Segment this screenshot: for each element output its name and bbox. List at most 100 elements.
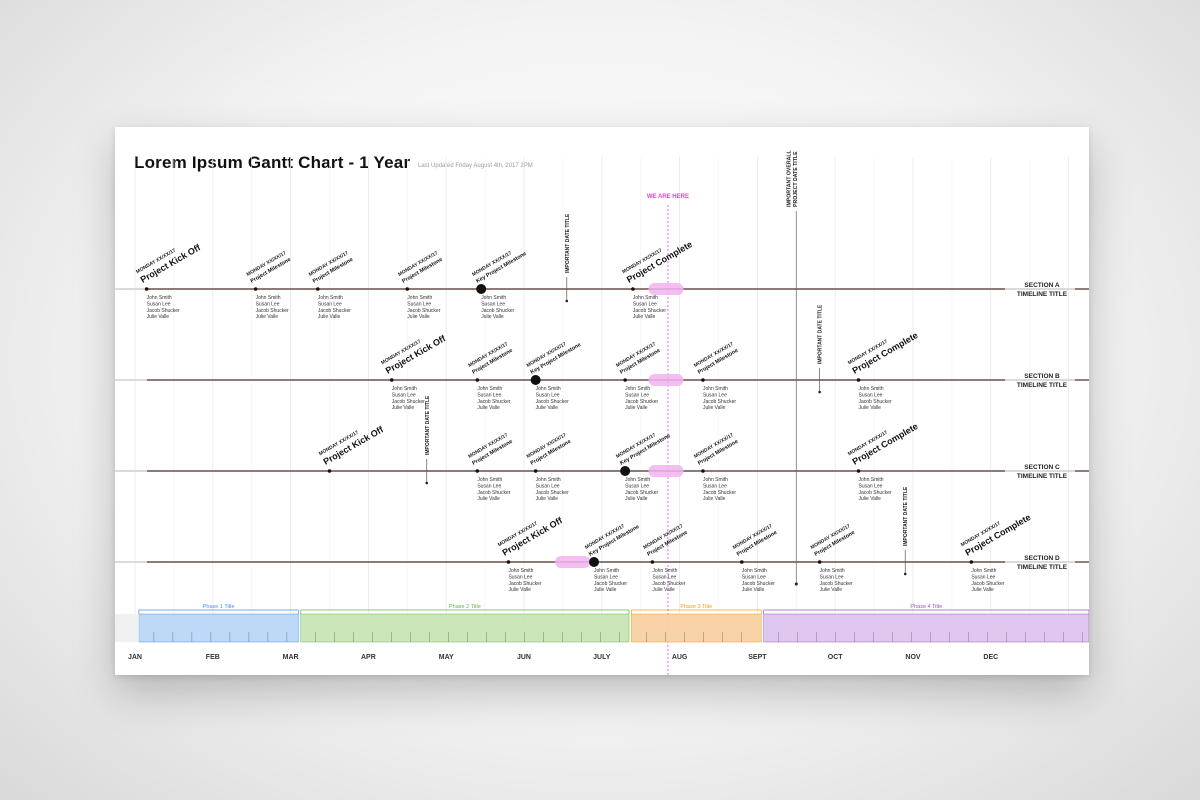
month-label: JULY	[593, 654, 611, 661]
milestone-person: Susan Lee	[594, 574, 618, 580]
milestone-person: Jacob Shucker	[859, 399, 892, 405]
important-date-title: IMPORTANT DATE TITLE	[903, 486, 909, 546]
milestone-person: Jacob Shucker	[820, 581, 853, 587]
milestone-person: John Smith	[147, 295, 172, 301]
milestone-dot	[701, 378, 705, 382]
milestone-person: Julie Valle	[703, 496, 726, 502]
phase-bar	[631, 613, 762, 643]
milestone-person: John Smith	[625, 386, 650, 392]
milestone-person: Susan Lee	[536, 392, 560, 398]
milestone-dot	[475, 378, 480, 382]
section-name: SECTION A	[1024, 282, 1059, 289]
milestone-person: John Smith	[703, 386, 728, 392]
milestone-person: Susan Lee	[971, 574, 995, 580]
milestone-person: John Smith	[859, 386, 884, 392]
milestone-person: John Smith	[594, 568, 619, 574]
milestone-dot	[969, 560, 974, 564]
milestone-person: Jacob Shucker	[703, 399, 736, 405]
phase-4: Phase 4 Title	[763, 604, 1089, 643]
milestone-person: John Smith	[742, 568, 767, 574]
important-date-dot	[903, 572, 907, 576]
milestone-person: Jacob Shucker	[633, 308, 666, 314]
milestone-person: Susan Lee	[508, 574, 532, 580]
milestone-person: Susan Lee	[481, 301, 505, 307]
phase-label: Phase 3 Title	[680, 604, 712, 610]
milestone-person: Susan Lee	[536, 483, 560, 489]
important-date-title: IMPORTANT DATE TITLE	[425, 395, 431, 455]
milestone-dot	[817, 560, 822, 564]
milestone-dot	[856, 469, 861, 473]
milestone-person: Jacob Shucker	[256, 308, 289, 314]
gantt-canvas: WE ARE HERE IMPORTANT OVERALL PROJECT DATE…	[115, 149, 1089, 675]
important-date-title: IMPORTANT DATE TITLE	[818, 304, 824, 364]
milestone-person: John Smith	[256, 295, 281, 301]
milestone-person: John Smith	[481, 295, 506, 301]
milestone-person: Susan Lee	[256, 301, 280, 307]
milestone-dot	[475, 469, 480, 473]
month-label: DEC	[983, 654, 998, 661]
milestone-person: John Smith	[407, 295, 432, 301]
milestone-dot	[650, 560, 655, 564]
milestone-dot	[740, 560, 744, 564]
important-date-text: IMPORTANT DATE TITLE	[565, 213, 571, 273]
milestone-person: Susan Lee	[703, 483, 727, 489]
phase-bar	[300, 613, 630, 643]
milestone-person: John Smith	[633, 295, 658, 301]
phase-bar	[138, 613, 299, 643]
milestone-person: John Smith	[859, 477, 884, 483]
milestone-person: Susan Lee	[392, 392, 416, 398]
milestone-person: Jacob Shucker	[477, 399, 510, 405]
milestone-person: Julie Valle	[820, 587, 843, 593]
gantt-card: Lorem Ipsum Gantt Chart - 1 Year Last Up…	[115, 127, 1089, 675]
milestone-person: John Smith	[971, 568, 996, 574]
milestone-person: Julie Valle	[859, 405, 882, 411]
milestone-person: Jacob Shucker	[625, 490, 658, 496]
milestone-person: Julie Valle	[594, 587, 617, 593]
milestone-person: John Smith	[392, 386, 417, 392]
milestone-person: Julie Valle	[318, 314, 341, 320]
milestone-dot	[389, 378, 394, 382]
key-milestone-dot	[620, 466, 631, 476]
milestone-person: John Smith	[536, 386, 561, 392]
milestone-dot	[856, 378, 861, 382]
milestone-person: Jacob Shucker	[536, 399, 569, 405]
milestone-person: John Smith	[318, 295, 343, 301]
milestone-person: Jacob Shucker	[536, 490, 569, 496]
milestone-dot	[144, 287, 149, 291]
milestone-person: Julie Valle	[147, 314, 170, 320]
key-milestone-dot	[476, 284, 487, 294]
important-date-text: IMPORTANT DATE TITLE	[903, 486, 909, 546]
milestone-dot	[253, 287, 258, 291]
milestone-person: Jacob Shucker	[477, 490, 510, 496]
milestone-person: Julie Valle	[703, 405, 726, 411]
milestone-person: Julie Valle	[633, 314, 656, 320]
important-date-text: IMPORTANT DATE TITLE	[818, 304, 824, 364]
milestone-person: John Smith	[536, 477, 561, 483]
milestone-person: Susan Lee	[407, 301, 431, 307]
today-pill	[648, 374, 684, 386]
